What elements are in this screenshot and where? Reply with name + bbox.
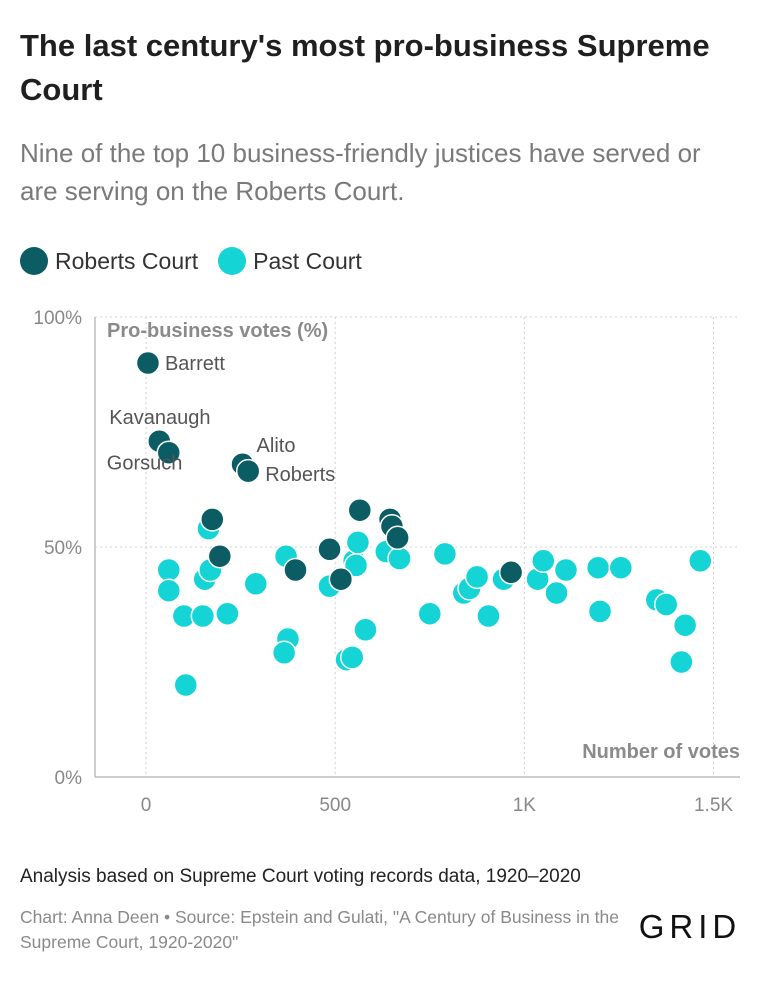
- grid-lines: [95, 317, 740, 777]
- point-past-court: [466, 565, 489, 588]
- chart-subtitle: Nine of the top 10 business-friendly jus…: [20, 134, 740, 210]
- point-label-alito: Alito: [257, 435, 296, 457]
- point-label-kavanaugh: Kavanaugh: [109, 407, 210, 429]
- grid-logo: GRID: [638, 906, 742, 946]
- source-credit: Chart: Anna Deen • Source: Epstein and G…: [20, 905, 620, 955]
- point-roberts-court: [208, 545, 231, 568]
- y-tick-label: 50%: [44, 538, 82, 559]
- data-points: [136, 352, 711, 697]
- point-past-court: [418, 602, 441, 625]
- point-roberts-court: [318, 538, 341, 561]
- legend-item-roberts-court: Roberts Court: [20, 247, 198, 275]
- point-label-barrett: Barrett: [165, 353, 225, 375]
- point-past-court: [589, 600, 612, 623]
- y-axis-title: Pro-business votes (%): [107, 320, 328, 342]
- point-past-court: [670, 651, 693, 674]
- point-past-court: [346, 531, 369, 554]
- point-past-court: [689, 549, 712, 572]
- analysis-note: Analysis based on Supreme Court voting r…: [20, 866, 740, 888]
- legend-label-roberts-court: Roberts Court: [55, 248, 198, 275]
- point-roberts-court: [237, 460, 260, 483]
- x-tick-label: 1.5K: [694, 795, 733, 816]
- legend-swatch-past-court: [218, 247, 246, 275]
- point-past-court: [433, 542, 456, 565]
- point-past-court: [157, 559, 180, 582]
- point-past-court: [477, 605, 500, 628]
- chart-title: The last century's most pro-business Sup…: [20, 24, 720, 112]
- legend: Roberts Court Past Court: [20, 244, 382, 278]
- point-label-roberts: Roberts: [265, 464, 335, 486]
- point-roberts-court: [136, 352, 159, 375]
- point-past-court: [388, 547, 411, 570]
- point-past-court: [554, 559, 577, 582]
- point-roberts-court: [348, 499, 371, 522]
- point-past-court: [545, 582, 568, 605]
- point-past-court: [655, 593, 678, 616]
- point-past-court: [216, 602, 239, 625]
- point-roberts-court: [386, 526, 409, 549]
- point-roberts-court: [201, 508, 224, 531]
- x-tick-label: 1K: [513, 795, 537, 816]
- point-roberts-court: [329, 568, 352, 591]
- y-tick-label: 100%: [33, 308, 82, 329]
- x-axis-title: Number of votes: [582, 741, 740, 763]
- y-tick-label: 0%: [55, 768, 83, 789]
- logo-text: GRID: [639, 908, 742, 945]
- scatter-chart: 0% 50% 100% 0 500 1K 1.5K Pro-business votes (%…: [0, 295, 760, 845]
- point-past-court: [587, 556, 610, 579]
- x-tick-label: 0: [141, 795, 152, 816]
- point-roberts-court: [500, 561, 523, 584]
- legend-label-past-court: Past Court: [253, 248, 362, 275]
- point-past-court: [354, 618, 377, 641]
- point-past-court: [674, 614, 697, 637]
- point-past-court: [609, 556, 632, 579]
- point-past-court: [244, 572, 267, 595]
- point-past-court: [532, 549, 555, 572]
- x-tick-label: 500: [319, 795, 351, 816]
- legend-item-past-court: Past Court: [218, 247, 362, 275]
- point-past-court: [341, 646, 364, 669]
- point-past-court: [273, 641, 296, 664]
- point-past-court: [174, 674, 197, 697]
- point-past-court: [157, 579, 180, 602]
- point-label-gorsuch: Gorsuch: [107, 453, 183, 475]
- point-past-court: [191, 605, 214, 628]
- legend-swatch-roberts-court: [20, 247, 48, 275]
- point-roberts-court: [284, 559, 307, 582]
